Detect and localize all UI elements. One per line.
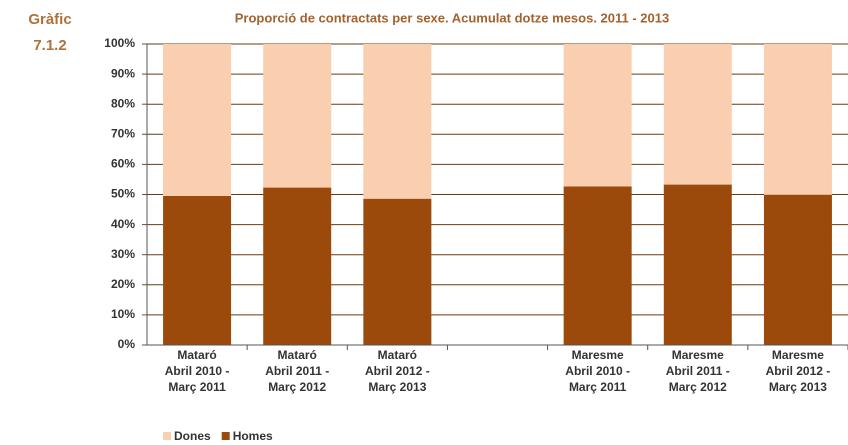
y-tick-label: 20%: [111, 277, 135, 291]
x-tick-label: Mataró Abril 2012 -Març 2013: [365, 348, 430, 394]
y-tick-label: 0%: [118, 337, 136, 351]
legend-label: Homes: [233, 429, 273, 443]
y-tick-label: 10%: [111, 307, 135, 321]
bar-segment: [563, 186, 632, 345]
bar-segment: [363, 198, 432, 345]
y-tick-label: 100%: [104, 36, 135, 50]
y-tick-label: 90%: [111, 66, 135, 80]
x-tick-label: Mataró Abril 2011 -Març 2012: [265, 348, 329, 394]
bar-segment: [163, 44, 232, 197]
bar-segment: [363, 44, 432, 199]
bar-segment: [663, 44, 732, 185]
x-tick-label: Maresme Abril 2012 -Març 2013: [766, 348, 831, 394]
y-tick-label: 80%: [111, 96, 135, 110]
y-tick-label: 70%: [111, 126, 135, 140]
y-tick-label: 60%: [111, 157, 135, 171]
bar-segment: [563, 44, 632, 187]
y-tick-label: 40%: [111, 217, 135, 231]
bar-segment: [663, 184, 732, 345]
bar-segment: [263, 44, 332, 188]
bar-segment: [263, 187, 332, 345]
legend-swatch: [221, 432, 230, 440]
legend-label: Dones: [174, 429, 211, 443]
bar-segment: [763, 194, 832, 345]
chart-title: Proporció de contractats per sexe. Acumu…: [235, 10, 669, 25]
y-tick-label: 30%: [111, 247, 135, 261]
x-tick-label: Maresme Abril 2011 -Març 2012: [666, 348, 730, 394]
bar-segment: [163, 196, 232, 345]
legend-swatch: [163, 432, 171, 440]
x-tick-label: Mataró Abril 2010 -Març 2011: [165, 348, 230, 394]
figure-label: Gràfic 7.1.2: [28, 11, 71, 54]
bar-segment: [763, 44, 832, 195]
x-tick-label: Maresme Abril 2010 -Març 2011: [565, 348, 630, 394]
y-tick-label: 50%: [111, 187, 135, 201]
